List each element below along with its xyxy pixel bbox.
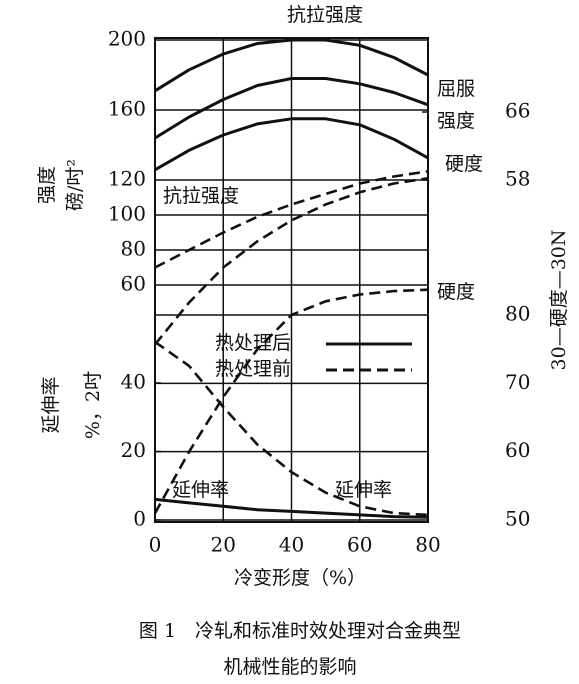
y-tick-label: 60: [121, 272, 146, 296]
y-axis-label: 强度: [36, 166, 58, 204]
x-tick-label: 0: [149, 533, 162, 557]
line-series: [154, 340, 429, 517]
y-tick-label: 200: [108, 27, 146, 51]
line-series: [154, 117, 429, 172]
y-tick-label: 120: [108, 167, 146, 191]
caption: 机械性能的影响: [223, 656, 356, 678]
y-tick-label: 0: [133, 507, 146, 531]
y-axis-label: 磅/吋²: [64, 159, 86, 211]
annotation: 硬度: [437, 281, 475, 303]
x-tick-label: 60: [347, 533, 372, 557]
caption: 图 1 冷轧和标准时效处理对合金典型: [139, 620, 461, 642]
annotation: 延伸率: [335, 479, 392, 501]
line-series: [154, 38, 429, 93]
line-series: [154, 497, 429, 519]
y-tick-label: 100: [108, 202, 146, 226]
annotation: 抗拉强度: [287, 4, 363, 26]
line-series: [154, 170, 429, 269]
y-tick-label: 80: [121, 237, 146, 261]
annotation: 抗拉强度: [163, 185, 239, 207]
y2-axis-label: 30—硬度—30N: [548, 230, 570, 371]
annotation: 延伸率: [172, 479, 229, 501]
annotation: 屈服: [437, 78, 475, 100]
line-series: [153, 177, 429, 346]
legend-label: 热处理前: [215, 358, 291, 380]
y2-tick-label: 66: [505, 99, 530, 123]
annotation: 强度: [437, 110, 475, 132]
x-axis-label: 冷变形度（%）: [234, 567, 366, 589]
line-series: [153, 288, 429, 514]
y-tick-label: 160: [108, 97, 146, 121]
y-tick-label: 40: [121, 370, 146, 394]
y2-tick-label: 50: [505, 507, 530, 531]
annotation: 硬度: [445, 153, 483, 175]
y-axis-label: %，2吋: [82, 371, 104, 439]
y-axis-label: 延伸率: [40, 376, 62, 433]
y-tick-label: 20: [121, 438, 146, 462]
legend-label: 热处理后: [215, 332, 291, 354]
line-series: [154, 77, 429, 140]
y2-tick-label: 70: [505, 370, 530, 394]
y2-tick-label: 60: [505, 438, 530, 462]
x-tick-label: 80: [415, 533, 440, 557]
y2-tick-label: 80: [505, 302, 530, 326]
x-tick-label: 40: [279, 533, 304, 557]
x-tick-label: 20: [211, 533, 236, 557]
y2-tick-label: 58: [505, 167, 530, 191]
